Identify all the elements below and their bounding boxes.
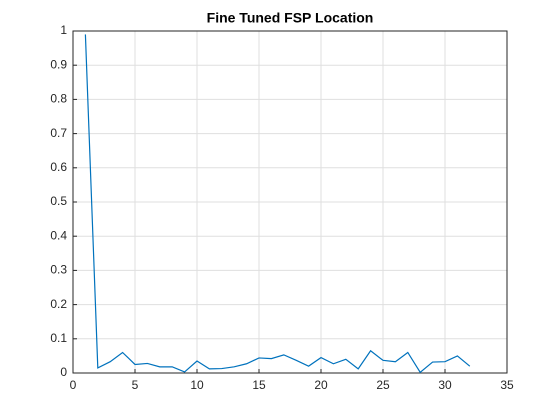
x-tick-label: 35	[500, 378, 514, 392]
y-tick-label: 0.8	[50, 92, 67, 106]
y-tick-label: 0.6	[50, 160, 67, 174]
y-tick-label: 0.9	[50, 57, 67, 71]
y-tick-label: 0	[60, 365, 67, 379]
y-tick-label: 0.2	[50, 297, 67, 311]
data-line	[84, 34, 471, 374]
x-tick-label: 30	[438, 378, 452, 392]
y-tick-label: 0.5	[50, 194, 67, 208]
chart-title: Fine Tuned FSP Location	[207, 10, 374, 26]
y-tick-label: 0.7	[50, 126, 67, 140]
x-tick-label: 5	[132, 378, 139, 392]
x-tick-label: 20	[314, 378, 328, 392]
x-tick-label: 10	[190, 378, 204, 392]
y-tick-label: 0.3	[50, 263, 67, 277]
axes-box	[72, 30, 508, 374]
x-tick-label: 15	[252, 378, 266, 392]
y-tick-label: 1	[60, 23, 67, 37]
x-tick-label: 25	[376, 378, 390, 392]
y-tick-label: 0.4	[50, 228, 67, 242]
y-tick-label: 0.1	[50, 331, 67, 345]
x-tick-label: 0	[70, 378, 77, 392]
